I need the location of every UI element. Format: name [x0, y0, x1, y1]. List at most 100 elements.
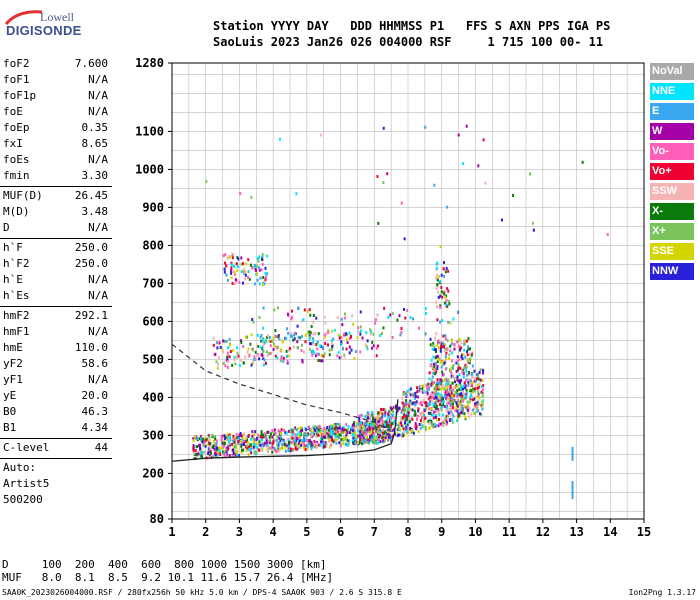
echo-point: [318, 430, 321, 434]
echo-point: [358, 416, 361, 420]
echo-point: [438, 417, 441, 421]
echo-point: [441, 370, 444, 374]
echo-point: [294, 426, 297, 430]
echo-point: [436, 399, 439, 403]
echo-point: [449, 399, 452, 403]
echo-point: [403, 307, 406, 311]
echo-point: [345, 428, 348, 432]
echo-point: [430, 419, 433, 423]
echo-point: [479, 368, 482, 372]
header-columns: Station YYYY DAY DDD HHMMSS P1 FFS S AXN…: [213, 19, 611, 33]
echo-point: [477, 377, 480, 381]
echo-point: [457, 339, 460, 343]
echo-point: [312, 313, 315, 317]
echo-point: [234, 278, 237, 282]
echo-point: [315, 316, 318, 320]
echo-point: [434, 424, 437, 428]
param-separator: [0, 306, 112, 307]
echo-point: [408, 388, 411, 392]
param-value: 20.0: [81, 389, 109, 402]
echo-point: [266, 448, 269, 452]
echo-point: [477, 164, 480, 168]
echo-point: [323, 335, 326, 339]
param-row: D N/A: [0, 220, 112, 236]
echo-point: [390, 439, 393, 443]
x-tick-label: 8: [404, 525, 411, 539]
echo-point: [258, 315, 261, 319]
echo-point: [482, 384, 485, 388]
echo-point: [456, 378, 459, 382]
echo-point: [451, 412, 454, 416]
echo-point: [456, 399, 459, 403]
echo-point: [387, 438, 390, 442]
echo-point: [372, 435, 375, 439]
y-tick-label: 800: [142, 238, 164, 252]
echo-point: [221, 348, 224, 352]
echo-point: [384, 423, 387, 427]
echo-point: [247, 258, 250, 262]
echo-point: [375, 428, 378, 432]
echo-point: [471, 375, 474, 379]
echo-point: [324, 321, 327, 325]
echo-point: [440, 408, 443, 412]
echo-point: [261, 263, 264, 267]
echo-point: [455, 406, 458, 410]
echo-point: [313, 351, 316, 355]
echo-point: [452, 388, 455, 392]
echo-point: [433, 410, 436, 414]
echo-point: [441, 423, 444, 427]
legend-item: NNE: [650, 83, 694, 100]
echo-point: [391, 335, 394, 339]
echo-point: [345, 337, 348, 341]
echo-point: [449, 321, 452, 325]
echo-point: [320, 436, 323, 440]
echo-point: [460, 353, 463, 357]
echo-point: [436, 392, 439, 396]
echo-point: [262, 283, 265, 287]
echo-point: [385, 411, 388, 415]
param-row: foEs N/A: [0, 152, 112, 168]
echo-point: [447, 300, 450, 304]
echo-point: [440, 290, 443, 294]
echo-point: [450, 365, 453, 369]
echo-point: [405, 399, 408, 403]
echo-point: [264, 275, 267, 279]
echo-point: [301, 358, 304, 362]
echo-point: [429, 343, 432, 347]
echo-point: [445, 422, 448, 426]
echo-point: [449, 385, 452, 389]
echo-point: [378, 437, 381, 441]
echo-point: [238, 442, 241, 446]
echo-point: [438, 275, 441, 279]
echo-point: [438, 381, 441, 385]
legend-item: X+: [650, 223, 694, 240]
x-tick-label: 2: [202, 525, 209, 539]
echo-point: [280, 348, 283, 352]
echo-point: [471, 408, 474, 412]
echo-point: [321, 437, 324, 441]
echo-point: [401, 425, 404, 429]
echo-point: [265, 350, 268, 354]
echo-point: [297, 335, 300, 339]
echo-point: [458, 402, 461, 406]
echo-point: [415, 424, 418, 428]
echo-point: [261, 444, 264, 448]
echo-point: [356, 426, 359, 430]
echo-point: [440, 394, 443, 398]
echo-point: [445, 382, 448, 386]
echo-point: [405, 401, 408, 405]
echo-point: [456, 340, 459, 344]
echo-point: [219, 453, 222, 457]
echo-point: [439, 422, 442, 426]
echo-point: [416, 390, 419, 394]
echo-point: [380, 417, 383, 421]
param-row: h`E N/A: [0, 272, 112, 288]
echo-point: [276, 435, 279, 439]
echo-point: [443, 361, 446, 365]
echo-point: [268, 336, 271, 340]
echo-point: [322, 354, 325, 358]
x-tick-label: 12: [536, 525, 550, 539]
echo-point: [361, 435, 364, 439]
echo-point: [396, 432, 399, 436]
echo-point: [468, 400, 471, 404]
